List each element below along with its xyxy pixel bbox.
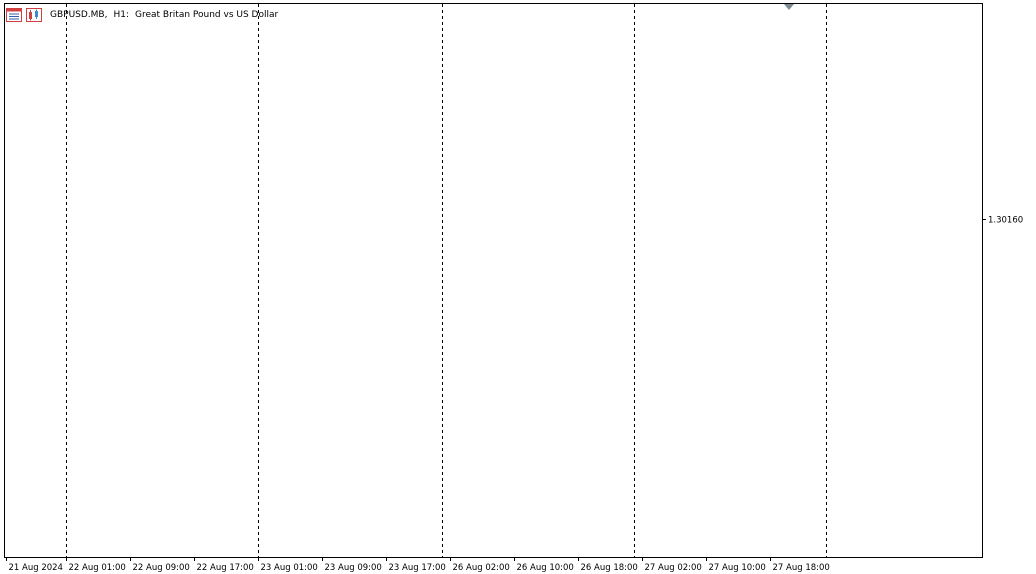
time-tick-label: 22 Aug 01:00 [69, 563, 126, 573]
chart-properties-icon[interactable] [26, 8, 42, 22]
price-tick-label: 1.30160 [988, 216, 1023, 226]
time-axis[interactable]: 21 Aug 2024 22 Aug 01:00 22 Aug 09:00 22 Au… [6, 557, 830, 573]
time-tick-label: 22 Aug 09:00 [133, 563, 190, 573]
time-tick-label: 22 Aug 17:00 [197, 563, 254, 573]
chart-shift-marker[interactable] [784, 4, 794, 10]
chart-header: GBPUSD.MB, H1: Great Britan Pound vs US Do… [6, 7, 284, 23]
plot-area[interactable] [4, 0, 983, 558]
chart-window-icon[interactable] [6, 8, 22, 22]
time-tick-label: 21 Aug 2024 [9, 563, 63, 573]
price-axis[interactable]: 1.330401.328601.326801.325001.323201.321… [982, 0, 1028, 226]
time-tick-label: 23 Aug 01:00 [261, 563, 318, 573]
timeframe-label: H1: [113, 10, 129, 20]
time-tick-label: 26 Aug 18:00 [581, 563, 638, 573]
time-tick-label: 26 Aug 02:00 [453, 563, 510, 573]
chart-title: GBPUSD.MB, H1: Great Britan Pound vs US Do… [50, 10, 284, 20]
time-tick-label: 26 Aug 10:00 [517, 563, 574, 573]
time-tick-label: 27 Aug 10:00 [709, 563, 766, 573]
plot-border [4, 3, 983, 558]
symbol-description: Great Britan Pound vs US Dollar [135, 10, 279, 20]
time-tick-label: 23 Aug 09:00 [325, 563, 382, 573]
time-tick-label: 27 Aug 02:00 [645, 563, 702, 573]
symbol-label: GBPUSD.MB, [50, 10, 108, 20]
time-tick-label: 23 Aug 17:00 [389, 563, 446, 573]
time-tick-label: 27 Aug 18:00 [773, 563, 830, 573]
